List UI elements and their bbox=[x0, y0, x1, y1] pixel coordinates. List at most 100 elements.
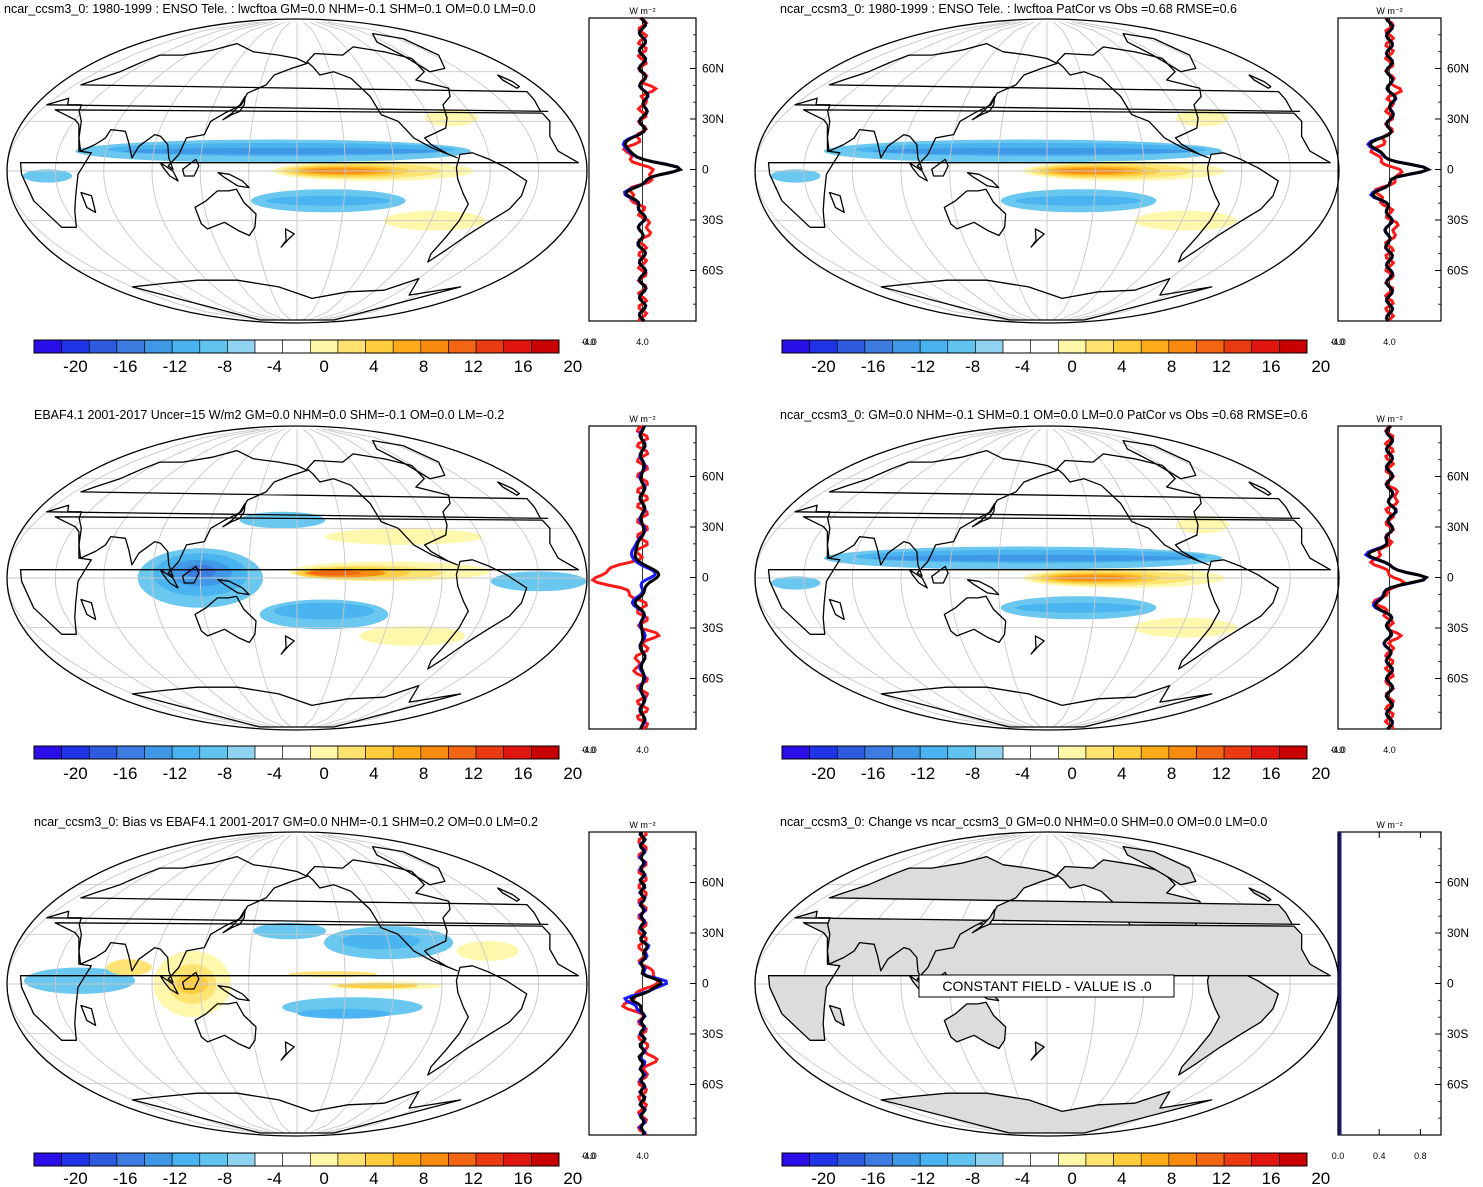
colorbar-label: -4 bbox=[1015, 764, 1030, 783]
zonal-mean-panel: 60N 30N 0 30S 60S 0.0 0.4 0.8 W m⁻² bbox=[1332, 820, 1469, 1161]
coastline-new-guinea bbox=[217, 985, 250, 1002]
colorbar-label: 12 bbox=[1212, 764, 1231, 783]
colorbar-swatch bbox=[116, 745, 145, 760]
colorbar-outline bbox=[781, 1152, 1308, 1167]
coastline-japan bbox=[971, 502, 996, 528]
lat-label: 60N bbox=[702, 62, 724, 76]
colorbar-label: 20 bbox=[1311, 1169, 1330, 1187]
anomaly-patch bbox=[770, 169, 821, 183]
coastline-madagascar bbox=[80, 1004, 97, 1027]
colorbar-outline bbox=[781, 745, 1308, 760]
colorbar-swatch bbox=[227, 339, 256, 354]
x-tick-label: -4.0 bbox=[1330, 745, 1346, 755]
lat-label: 60N bbox=[1447, 470, 1469, 484]
coastline-greenland bbox=[371, 439, 446, 480]
x-tick-label: 0.0 bbox=[1332, 745, 1345, 755]
anomaly-patch bbox=[424, 109, 479, 127]
colorbar-label: 16 bbox=[1262, 764, 1281, 783]
colorbar-swatch bbox=[475, 339, 505, 354]
colorbar-label: 12 bbox=[1212, 357, 1231, 376]
panel-title: ncar_ccsm3_0: Change vs ncar_ccsm3_0 GM=… bbox=[780, 815, 1267, 829]
colorbar-label: 8 bbox=[1167, 1169, 1176, 1187]
colorbar-swatch bbox=[337, 745, 366, 760]
colorbar-label: -12 bbox=[911, 1169, 936, 1187]
colorbar-swatch bbox=[33, 1152, 62, 1167]
lat-label: 30S bbox=[702, 621, 723, 635]
map-border bbox=[754, 425, 1340, 731]
coastline-borneo bbox=[931, 565, 949, 584]
colorbar-label: -12 bbox=[163, 764, 188, 783]
colorbar-label: -16 bbox=[861, 764, 886, 783]
diff-zonal-line bbox=[629, 831, 663, 1136]
colorbar-swatch bbox=[448, 1152, 477, 1167]
colorbar-swatch bbox=[892, 339, 921, 354]
colorbar-label: 8 bbox=[419, 1169, 428, 1187]
colorbar-swatch bbox=[254, 339, 283, 354]
anomaly-patch bbox=[340, 932, 421, 950]
coastline-africa bbox=[767, 516, 1331, 635]
colorbar-swatch bbox=[61, 1152, 90, 1167]
colorbar: -20 -16 -12 -8 -4 0 4 8 12 16 20 bbox=[33, 1152, 582, 1187]
colorbar-swatch bbox=[1002, 1152, 1031, 1167]
colorbar-swatch bbox=[1030, 745, 1059, 760]
anomaly-patch bbox=[1175, 516, 1230, 534]
coastline-new-zealand bbox=[1030, 635, 1045, 655]
coastline-north-america bbox=[306, 46, 458, 159]
x-tick-label: 4.0 bbox=[636, 337, 649, 347]
colorbar-swatch bbox=[1140, 339, 1170, 354]
coastline-south-america bbox=[427, 965, 528, 1076]
anomaly-patch bbox=[359, 625, 466, 646]
lat-label: 0 bbox=[1447, 977, 1454, 991]
colorbar-label: 4 bbox=[1117, 764, 1126, 783]
lat-label: 30S bbox=[702, 213, 723, 227]
unit-label: W m⁻² bbox=[1376, 414, 1402, 424]
colorbar-label: 0 bbox=[1067, 1169, 1076, 1187]
colorbar-swatch bbox=[420, 745, 449, 760]
colorbar-swatch bbox=[975, 339, 1004, 354]
colorbar-label: -16 bbox=[113, 357, 138, 376]
panel-model: ncar_ccsm3_0: 1980-1999 : ENSO Tele. : l… bbox=[4, 2, 724, 376]
colorbar-label: -12 bbox=[911, 357, 936, 376]
colorbar-swatch bbox=[392, 745, 422, 760]
coastline-uk bbox=[497, 481, 521, 496]
lat-label: 60N bbox=[1447, 62, 1469, 76]
panel-title: ncar_ccsm3_0: 1980-1999 : ENSO Tele. : l… bbox=[780, 2, 1237, 16]
colorbar-label: 4 bbox=[369, 1169, 378, 1187]
anomaly-patch bbox=[274, 602, 375, 620]
coastline-australia bbox=[194, 595, 257, 644]
colorbar-label: -8 bbox=[217, 764, 232, 783]
diff-zonal-line bbox=[623, 16, 684, 323]
colorbar-swatch bbox=[337, 1152, 366, 1167]
colorbar-swatch bbox=[781, 1152, 810, 1167]
coastline-uk bbox=[1248, 481, 1272, 496]
lat-label: 60N bbox=[1447, 876, 1469, 890]
colorbar-swatch bbox=[199, 745, 228, 760]
anomaly-patch bbox=[1015, 602, 1142, 613]
colorbar-swatch bbox=[836, 745, 866, 760]
colorbar-swatch bbox=[199, 1152, 228, 1167]
colorbar-swatch bbox=[1251, 1152, 1280, 1167]
lat-label: 30S bbox=[1447, 621, 1468, 635]
coastline-japan bbox=[971, 95, 996, 121]
diff-zonal-line bbox=[633, 425, 661, 730]
diff-zonal-line bbox=[1368, 17, 1432, 322]
colorbar-label: 20 bbox=[563, 764, 582, 783]
lat-label: 30N bbox=[1447, 926, 1469, 940]
coastline-north-america bbox=[1056, 453, 1210, 566]
colorbar-label: 4 bbox=[1117, 1169, 1126, 1187]
colorbar-swatch bbox=[531, 745, 560, 760]
coastline-australia bbox=[194, 1001, 257, 1050]
coastline-eurasia bbox=[794, 42, 1301, 170]
colorbar-label: 12 bbox=[464, 1169, 483, 1187]
coastline-new-guinea bbox=[217, 579, 250, 596]
coastline-south-america bbox=[427, 559, 528, 670]
map-area bbox=[7, 832, 587, 1136]
panel-obs: EBAF4.1 2001-2017 Uncer=15 W/m2 GM=0.0 N… bbox=[6, 408, 724, 783]
coastline-eurasia bbox=[46, 449, 549, 577]
map-border bbox=[6, 18, 588, 324]
colorbar-label: -12 bbox=[163, 357, 188, 376]
anomaly-patch bbox=[24, 967, 136, 994]
coastline-north-america bbox=[306, 453, 458, 566]
colorbar-label: 20 bbox=[1311, 764, 1330, 783]
coastline-australia bbox=[194, 188, 257, 237]
